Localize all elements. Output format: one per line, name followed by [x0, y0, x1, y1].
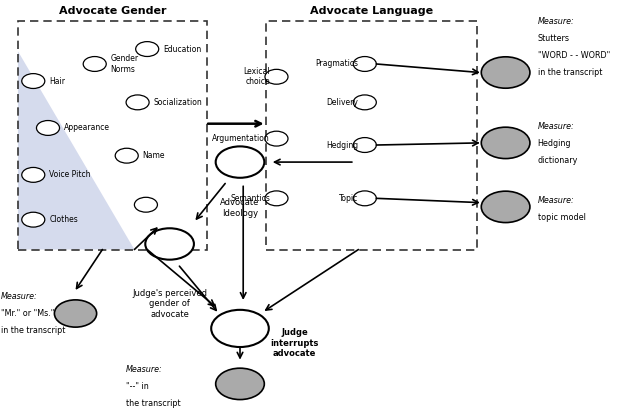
Text: Measure:: Measure:: [538, 17, 574, 26]
Ellipse shape: [353, 138, 376, 153]
Text: Delivery: Delivery: [326, 98, 358, 107]
Ellipse shape: [265, 191, 288, 206]
Text: Lexical
choice: Lexical choice: [244, 67, 270, 87]
Text: Voice Pitch: Voice Pitch: [49, 171, 91, 179]
Text: Judge's perceived
gender of
advocate: Judge's perceived gender of advocate: [132, 289, 207, 319]
Bar: [266, 21, 477, 250]
Ellipse shape: [126, 95, 149, 110]
Ellipse shape: [22, 212, 45, 227]
Text: Hair: Hair: [49, 76, 65, 86]
Text: Judge
interrupts
advocate: Judge interrupts advocate: [270, 329, 319, 358]
Text: Measure:: Measure:: [538, 196, 574, 205]
Ellipse shape: [54, 300, 97, 327]
Text: Advocate Language: Advocate Language: [310, 6, 433, 16]
Ellipse shape: [265, 69, 288, 84]
Ellipse shape: [481, 57, 530, 88]
Ellipse shape: [353, 56, 376, 71]
Text: Measure:: Measure:: [1, 292, 38, 301]
Text: Stutters: Stutters: [538, 34, 570, 43]
Ellipse shape: [115, 148, 138, 163]
Ellipse shape: [22, 74, 45, 89]
Ellipse shape: [216, 146, 264, 178]
Ellipse shape: [211, 310, 269, 347]
Ellipse shape: [265, 131, 288, 146]
Text: the transcript: the transcript: [126, 399, 180, 408]
Text: Gender
Norms: Gender Norms: [111, 54, 139, 74]
Text: Clothes: Clothes: [49, 215, 78, 224]
Text: Name: Name: [143, 151, 165, 160]
Ellipse shape: [22, 168, 45, 182]
Text: Advocate Gender: Advocate Gender: [59, 6, 166, 16]
Ellipse shape: [83, 56, 106, 71]
Text: dictionary: dictionary: [538, 155, 578, 165]
Text: in the transcript: in the transcript: [1, 326, 66, 335]
Text: Topic: Topic: [339, 194, 358, 203]
Ellipse shape: [216, 368, 264, 400]
Text: Education: Education: [163, 45, 202, 54]
Text: Semantics: Semantics: [230, 194, 270, 203]
Text: "Mr." or "Ms.": "Mr." or "Ms.": [1, 309, 54, 318]
Ellipse shape: [145, 228, 194, 260]
Text: Pragmatics: Pragmatics: [316, 59, 358, 69]
Text: Measure:: Measure:: [126, 364, 163, 374]
Ellipse shape: [36, 120, 60, 135]
Ellipse shape: [353, 191, 376, 206]
Ellipse shape: [136, 42, 159, 56]
Text: in the transcript: in the transcript: [538, 68, 602, 77]
Text: Advocate
Ideology: Advocate Ideology: [220, 198, 260, 218]
Ellipse shape: [481, 191, 530, 222]
Text: Hedging: Hedging: [538, 139, 571, 148]
Polygon shape: [18, 51, 134, 250]
Bar: [18, 21, 207, 250]
Text: topic model: topic model: [538, 213, 586, 222]
Text: Measure:: Measure:: [538, 122, 574, 130]
Ellipse shape: [134, 197, 157, 212]
Ellipse shape: [481, 127, 530, 158]
Text: Appearance: Appearance: [64, 123, 110, 133]
Text: Socialization: Socialization: [154, 98, 202, 107]
Ellipse shape: [353, 95, 376, 110]
Text: "--" in: "--" in: [126, 382, 149, 391]
Text: Hedging: Hedging: [326, 140, 358, 150]
Text: "WORD - - WORD": "WORD - - WORD": [538, 51, 610, 60]
Text: Argumentation: Argumentation: [212, 134, 270, 143]
